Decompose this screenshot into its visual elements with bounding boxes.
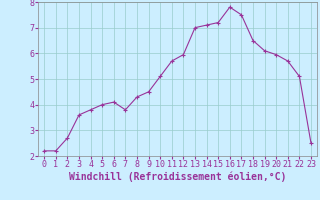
X-axis label: Windchill (Refroidissement éolien,°C): Windchill (Refroidissement éolien,°C) [69, 172, 286, 182]
